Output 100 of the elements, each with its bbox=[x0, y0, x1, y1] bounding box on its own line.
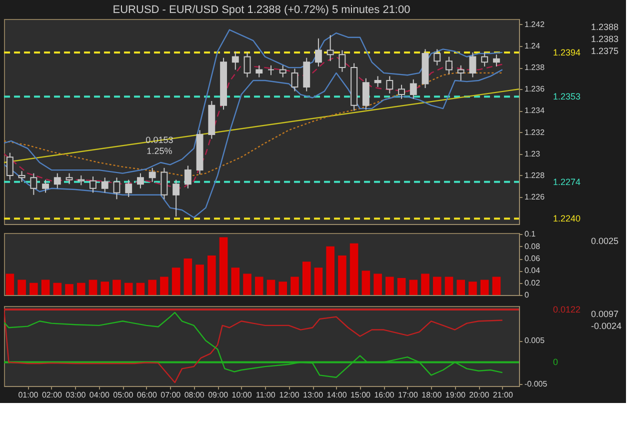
y-tick-label: -0.005 bbox=[524, 379, 548, 388]
y-tick-label: 0 bbox=[524, 290, 530, 300]
candlestick bbox=[30, 172, 38, 196]
ref-line-label: 1.2240 bbox=[553, 214, 581, 224]
x-tick-label: 08:00 bbox=[184, 390, 205, 400]
bar bbox=[136, 282, 145, 295]
bar bbox=[184, 258, 192, 295]
candlestick bbox=[160, 167, 168, 200]
bar bbox=[208, 255, 216, 295]
candlestick bbox=[90, 176, 96, 194]
bar bbox=[254, 276, 264, 295]
bar bbox=[148, 280, 156, 295]
y-tick-label: 1.24 bbox=[524, 41, 541, 50]
text: -0.0024 bbox=[591, 321, 622, 331]
bar bbox=[386, 276, 394, 295]
bar bbox=[468, 282, 477, 295]
y-tick-label: 0.04 bbox=[524, 266, 541, 276]
bar bbox=[65, 284, 74, 295]
candlestick bbox=[184, 165, 192, 189]
x-tick-label: 16:00 bbox=[374, 390, 395, 400]
line-series bbox=[4, 56, 503, 189]
candlestick bbox=[136, 172, 144, 189]
bar bbox=[326, 246, 334, 295]
bar bbox=[362, 270, 370, 295]
bar bbox=[480, 280, 489, 295]
y-tick-label: 1.236 bbox=[524, 84, 546, 94]
ref-line-label: 1.2274 bbox=[553, 176, 581, 187]
candlestick bbox=[148, 167, 156, 182]
bar bbox=[278, 282, 288, 295]
bar bbox=[350, 243, 358, 295]
x-tick-label: 03:00 bbox=[66, 390, 86, 400]
x-tick-label: 06:00 bbox=[136, 390, 158, 400]
x-tick-label: 18:00 bbox=[422, 390, 442, 400]
bar bbox=[53, 282, 62, 295]
y-tick-label: 1.232 bbox=[524, 128, 546, 137]
x-tick-label: 14:00 bbox=[326, 390, 348, 400]
ref-line-label: 1.2353 bbox=[553, 92, 581, 102]
candlestick bbox=[78, 174, 85, 186]
candlestick bbox=[457, 64, 464, 81]
x-tick-label: 21:00 bbox=[492, 390, 514, 400]
bar bbox=[88, 280, 98, 295]
bar bbox=[76, 282, 86, 295]
bar bbox=[6, 274, 14, 295]
x-tick-label: 17:00 bbox=[398, 390, 419, 400]
candlestick bbox=[125, 179, 132, 198]
x-tick-label: 11:00 bbox=[256, 390, 276, 400]
bar bbox=[100, 282, 110, 295]
candlestick bbox=[244, 52, 251, 78]
y-tick-label: 0.1 bbox=[524, 230, 536, 239]
bar bbox=[338, 255, 346, 295]
bar bbox=[124, 282, 133, 295]
candlestick bbox=[279, 64, 286, 78]
y-tick-label: 1.238 bbox=[524, 63, 546, 72]
line-series bbox=[4, 69, 503, 218]
candlestick bbox=[101, 177, 108, 194]
text: 1.2388 bbox=[591, 22, 619, 32]
candlestick bbox=[42, 179, 49, 194]
text: 0.0025 bbox=[591, 236, 619, 246]
y-tick-label: 0.08 bbox=[524, 242, 541, 251]
candlestick bbox=[398, 84, 405, 100]
candlestick bbox=[410, 78, 417, 100]
bar bbox=[409, 280, 418, 295]
y-tick-label: 1.234 bbox=[524, 106, 546, 116]
y-tick-label: 1.228 bbox=[524, 170, 546, 180]
bar bbox=[219, 237, 228, 295]
bar bbox=[456, 280, 466, 295]
bar bbox=[397, 278, 406, 295]
ref-line-label: 0 bbox=[553, 357, 558, 368]
bar bbox=[41, 280, 50, 295]
x-tick-label: 13:00 bbox=[303, 390, 324, 400]
bar bbox=[290, 276, 299, 295]
y-tick-label: 0.005 bbox=[524, 336, 546, 346]
x-tick-label: 02:00 bbox=[42, 390, 63, 400]
bar bbox=[302, 262, 311, 295]
candlestick bbox=[18, 170, 26, 182]
candlestick bbox=[386, 76, 394, 94]
bar bbox=[266, 280, 276, 295]
x-tick-label: 12:00 bbox=[279, 390, 300, 400]
candlestick bbox=[232, 50, 239, 70]
ref-line-label: 0.0122 bbox=[553, 304, 581, 314]
chart-title: EURUSD - EUR/USD Spot 1.2388 (+0.72%) 5 minutes 21:00 bbox=[112, 4, 410, 16]
bar bbox=[18, 280, 26, 295]
bar bbox=[314, 268, 323, 295]
y-tick-label: 1.242 bbox=[524, 20, 546, 29]
candlestick bbox=[314, 38, 322, 67]
candlestick bbox=[66, 172, 73, 185]
candlestick bbox=[268, 64, 274, 76]
bar bbox=[243, 274, 252, 295]
candlestick bbox=[54, 172, 61, 189]
x-tick-label: 04:00 bbox=[89, 390, 110, 400]
bar bbox=[492, 276, 501, 295]
x-tick-label: 07:00 bbox=[160, 390, 182, 400]
y-tick-label: 0.02 bbox=[524, 278, 541, 288]
x-tick-label: 01:00 bbox=[18, 390, 39, 400]
x-tick-label: 15:00 bbox=[350, 390, 372, 400]
bar bbox=[421, 274, 430, 295]
candlestick bbox=[113, 177, 120, 200]
candlestick bbox=[326, 34, 334, 62]
candlestick bbox=[362, 78, 370, 110]
bar bbox=[172, 268, 180, 295]
